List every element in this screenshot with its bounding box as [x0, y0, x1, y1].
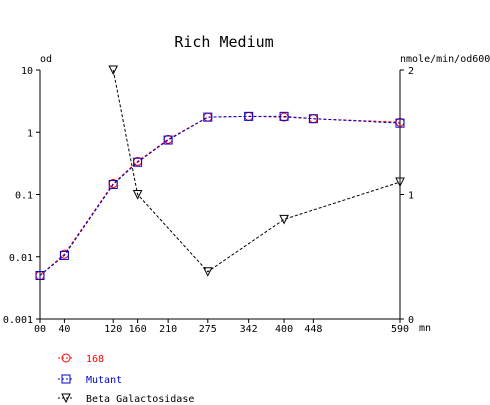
x-tick-label: 400 — [275, 324, 293, 335]
x-tick-label: 590 — [391, 324, 409, 335]
left-tick-label: 10 — [21, 66, 33, 77]
data-point — [308, 114, 318, 124]
left-tick-label: 0.01 — [9, 253, 33, 264]
data-point — [279, 214, 289, 225]
series-line — [39, 115, 401, 276]
chart-title: Rich Medium — [174, 33, 273, 51]
series-mutant — [35, 111, 405, 280]
data-point — [108, 65, 119, 76]
data-point — [395, 177, 405, 188]
data-point — [163, 135, 173, 145]
series-line — [39, 115, 401, 276]
data-point — [279, 111, 289, 121]
x-axis-unit: mn — [419, 323, 431, 334]
left-tick-label: 1 — [27, 128, 33, 139]
right-axis-label: nmole/min/od600 — [400, 54, 490, 65]
data-point — [202, 267, 213, 277]
series-line — [112, 69, 401, 273]
data-point — [244, 111, 254, 121]
data-point — [395, 118, 405, 128]
x-tick-label: 448 — [304, 324, 322, 335]
series-layer — [35, 65, 405, 280]
series-beta-galactosidase — [108, 65, 405, 277]
data-point — [59, 250, 69, 260]
x-tick-label: 160 — [129, 324, 147, 335]
legend-marker — [61, 374, 71, 384]
x-tick-label: 210 — [159, 324, 177, 335]
legend-label: 168 — [86, 354, 104, 365]
data-point — [203, 112, 213, 122]
right-tick-label: 0 — [408, 315, 414, 326]
axes — [39, 70, 401, 320]
legend-label: Mutant — [86, 375, 122, 386]
legend-label: Beta Galactosidase — [86, 394, 194, 405]
legend-marker — [61, 353, 71, 363]
x-tick-label: 00 — [34, 324, 46, 335]
legend-marker — [61, 393, 71, 404]
series-168 — [35, 111, 405, 280]
right-tick-label: 2 — [408, 66, 414, 77]
left-axis-label: od — [40, 54, 52, 65]
x-tick-label: 275 — [199, 324, 217, 335]
data-point — [133, 157, 143, 167]
legend: 168 Mutant Beta Galactosidase — [58, 353, 194, 405]
data-point — [35, 270, 45, 280]
data-point — [132, 190, 143, 200]
x-tick-label: 40 — [58, 324, 70, 335]
right-tick-label: 1 — [408, 191, 414, 202]
x-tick-label: 342 — [240, 324, 258, 335]
data-point — [108, 179, 118, 189]
left-tick-label: 0.001 — [3, 315, 33, 326]
x-tick-label: 120 — [104, 324, 122, 335]
left-tick-label: 0.1 — [15, 191, 33, 202]
